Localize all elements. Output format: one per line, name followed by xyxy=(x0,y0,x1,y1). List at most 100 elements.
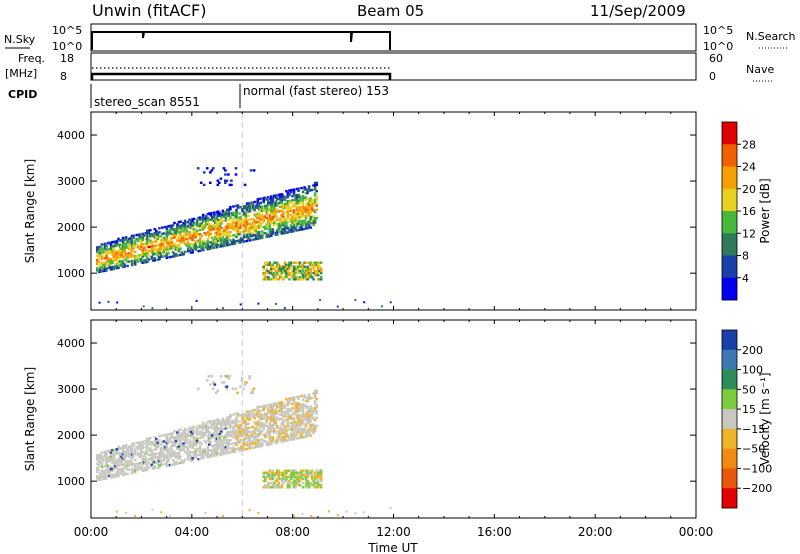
range-cell xyxy=(226,233,229,236)
range-cell xyxy=(179,247,182,250)
range-cell xyxy=(129,463,132,467)
range-cell xyxy=(239,432,243,435)
range-cell xyxy=(306,210,309,213)
range-cell xyxy=(276,473,279,476)
range-cell xyxy=(153,452,157,455)
range-cell xyxy=(212,238,216,241)
range-cell xyxy=(279,432,282,435)
range-cell xyxy=(270,203,273,206)
range-cell xyxy=(115,254,119,257)
range-cell xyxy=(295,471,299,474)
range-cell xyxy=(201,436,205,439)
range-cell xyxy=(245,422,249,426)
range-cell xyxy=(224,219,228,222)
range-cell xyxy=(307,189,311,192)
range-cell xyxy=(212,454,216,458)
colorbar-swatch xyxy=(722,409,737,430)
range-cell xyxy=(248,232,252,236)
range-cell xyxy=(182,222,185,225)
range-cell xyxy=(192,217,196,221)
range-cell xyxy=(156,254,160,257)
range-cell xyxy=(307,420,311,423)
range-cell xyxy=(289,469,293,472)
range-cell xyxy=(179,434,182,438)
range-cell xyxy=(177,249,181,253)
range-cell xyxy=(100,253,104,256)
range-cell xyxy=(233,448,237,451)
range-cell xyxy=(183,450,187,453)
range-cell xyxy=(265,267,268,271)
range-cell xyxy=(167,231,170,234)
range-cell xyxy=(229,442,232,446)
range-cell xyxy=(262,278,265,281)
range-cell xyxy=(319,486,323,489)
range-cell xyxy=(286,412,290,415)
range-cell xyxy=(152,465,155,468)
range-cell xyxy=(253,437,256,441)
range-cell xyxy=(251,415,255,418)
range-cell xyxy=(225,385,229,388)
range-cell xyxy=(168,243,172,246)
range-cell xyxy=(191,444,194,448)
range-cell xyxy=(306,212,309,215)
range-cell xyxy=(121,240,125,244)
range-cell xyxy=(189,247,193,250)
range-cell xyxy=(247,214,250,217)
range-cell xyxy=(304,225,308,228)
range-cell xyxy=(277,263,281,266)
range-cell xyxy=(173,454,176,458)
range-cell xyxy=(316,481,320,485)
range-cell xyxy=(173,252,176,256)
range-cell xyxy=(153,444,157,447)
range-cell xyxy=(99,268,102,271)
range-cell xyxy=(174,246,178,249)
range-cell xyxy=(253,421,256,424)
range-cell xyxy=(117,250,120,253)
range-cell xyxy=(97,464,101,467)
range-cell xyxy=(276,218,279,222)
range-cell xyxy=(218,420,222,423)
range-cell xyxy=(236,437,240,440)
range-cell xyxy=(283,276,287,279)
range-cell xyxy=(253,229,256,233)
range-cell xyxy=(297,422,300,425)
range-cell xyxy=(198,222,202,225)
range-cell xyxy=(276,441,279,444)
range-cell xyxy=(271,471,275,474)
range-cell xyxy=(263,276,267,279)
range-cell xyxy=(235,239,238,243)
range-cell xyxy=(285,271,288,275)
range-cell xyxy=(291,438,294,441)
y-tick-label: 1000 xyxy=(57,267,85,280)
range-cell xyxy=(239,236,243,240)
range-cell xyxy=(129,255,132,259)
range-cell xyxy=(253,234,256,237)
range-cell xyxy=(150,249,154,252)
range-cell xyxy=(309,269,312,273)
range-cell xyxy=(96,456,99,459)
range-cell xyxy=(263,204,267,208)
range-cell xyxy=(158,451,161,454)
range-cell xyxy=(301,263,305,266)
range-cell xyxy=(139,443,143,446)
range-cell xyxy=(179,235,182,238)
range-cell xyxy=(106,470,110,474)
range-cell xyxy=(160,511,163,514)
range-cell xyxy=(188,453,191,456)
range-cell xyxy=(168,432,172,436)
range-cell xyxy=(295,420,299,424)
range-cell xyxy=(291,199,294,202)
range-cell xyxy=(241,207,244,210)
range-cell xyxy=(232,211,235,214)
range-cell xyxy=(319,271,323,275)
range-cell xyxy=(182,444,185,447)
range-cell xyxy=(150,457,154,460)
colorbar-swatch xyxy=(722,255,737,279)
range-cell xyxy=(298,403,302,406)
range-cell xyxy=(186,250,190,253)
range-cell xyxy=(292,261,296,264)
range-cell xyxy=(114,252,117,256)
range-cell xyxy=(291,269,294,273)
range-cell xyxy=(221,450,225,454)
range-cell xyxy=(289,218,293,221)
